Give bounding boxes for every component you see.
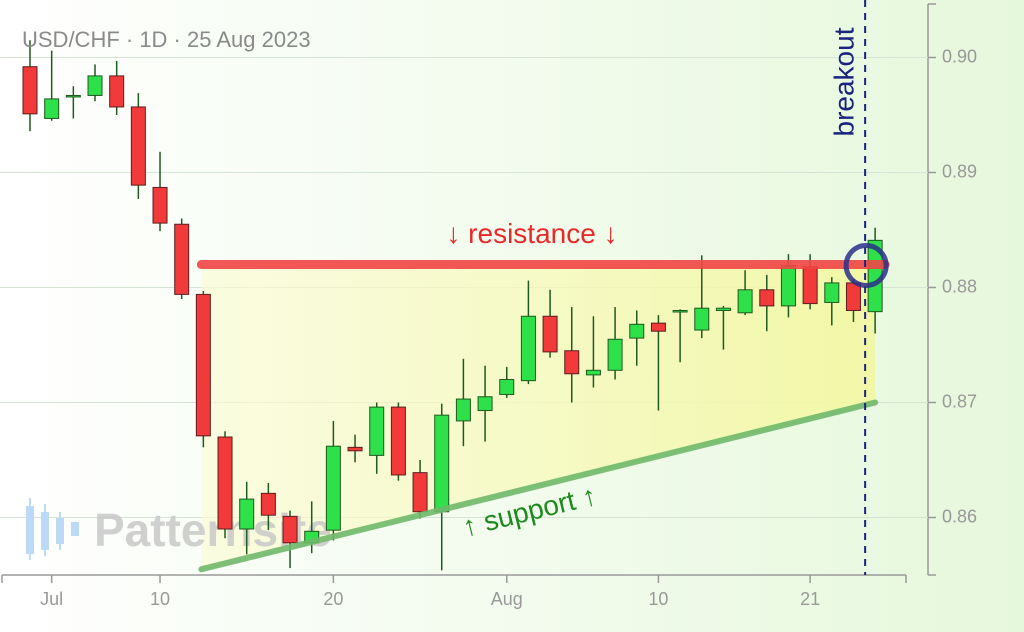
triangle-layer bbox=[201, 264, 876, 570]
candle-body bbox=[477, 396, 493, 412]
candle-body bbox=[650, 322, 666, 332]
candle-body bbox=[130, 106, 146, 186]
y-tick-label: 0.90 bbox=[942, 46, 977, 66]
candle-body bbox=[369, 406, 385, 456]
candle-body bbox=[282, 515, 298, 544]
candle-body bbox=[174, 223, 190, 295]
y-tick-label: 0.87 bbox=[942, 391, 977, 411]
candle-body bbox=[412, 472, 428, 513]
candle-body bbox=[694, 307, 710, 331]
candle-body bbox=[22, 66, 38, 115]
candle-body bbox=[434, 414, 450, 513]
chart-title: USD/CHF · 1D · 25 Aug 2023 bbox=[22, 27, 311, 52]
candles bbox=[22, 40, 883, 571]
candle-body bbox=[737, 289, 753, 314]
watermark-icon bbox=[26, 498, 79, 560]
x-tick-label: Jul bbox=[40, 589, 63, 609]
x-tick-label: 10 bbox=[648, 589, 668, 609]
candle-body bbox=[564, 350, 580, 375]
candle-body bbox=[65, 94, 81, 98]
candle-body bbox=[499, 379, 515, 395]
candle-body bbox=[44, 98, 60, 119]
candle-body bbox=[87, 75, 103, 96]
candle-body bbox=[759, 289, 775, 307]
support-line bbox=[198, 399, 879, 573]
candle-body bbox=[629, 323, 645, 339]
candle-body bbox=[217, 436, 233, 530]
candle-body bbox=[325, 445, 341, 531]
x-tick-label: 10 bbox=[150, 589, 170, 609]
candle-body bbox=[109, 75, 125, 108]
candle-body bbox=[390, 406, 406, 476]
y-tick-label: 0.86 bbox=[942, 506, 977, 526]
candle-body bbox=[585, 369, 601, 376]
candle-body bbox=[260, 492, 276, 516]
candle-body bbox=[195, 293, 211, 437]
resistance-label: ↓ resistance ↓ bbox=[446, 218, 617, 249]
candle-body bbox=[715, 307, 731, 312]
candle-body bbox=[239, 498, 255, 530]
candle-body bbox=[824, 282, 840, 303]
candle-body bbox=[520, 315, 536, 382]
y-tick-label: 0.88 bbox=[942, 276, 977, 296]
candle-body bbox=[845, 282, 861, 311]
candle-body bbox=[780, 265, 796, 307]
candle-body bbox=[542, 315, 558, 353]
x-tick-label: 20 bbox=[323, 589, 343, 609]
candle-body bbox=[607, 338, 623, 371]
candle-body bbox=[672, 310, 688, 313]
breakout-circle bbox=[843, 243, 889, 288]
candle-body bbox=[347, 446, 363, 452]
y-tick-label: 0.89 bbox=[942, 161, 977, 181]
candle-body bbox=[152, 186, 168, 224]
x-tick-label: 21 bbox=[800, 589, 820, 609]
x-tick-label: Aug bbox=[491, 589, 523, 609]
triangle-fill bbox=[201, 264, 876, 570]
candle-body bbox=[802, 266, 818, 305]
candle-body bbox=[455, 398, 471, 422]
breakout-label: breakout bbox=[829, 27, 860, 136]
